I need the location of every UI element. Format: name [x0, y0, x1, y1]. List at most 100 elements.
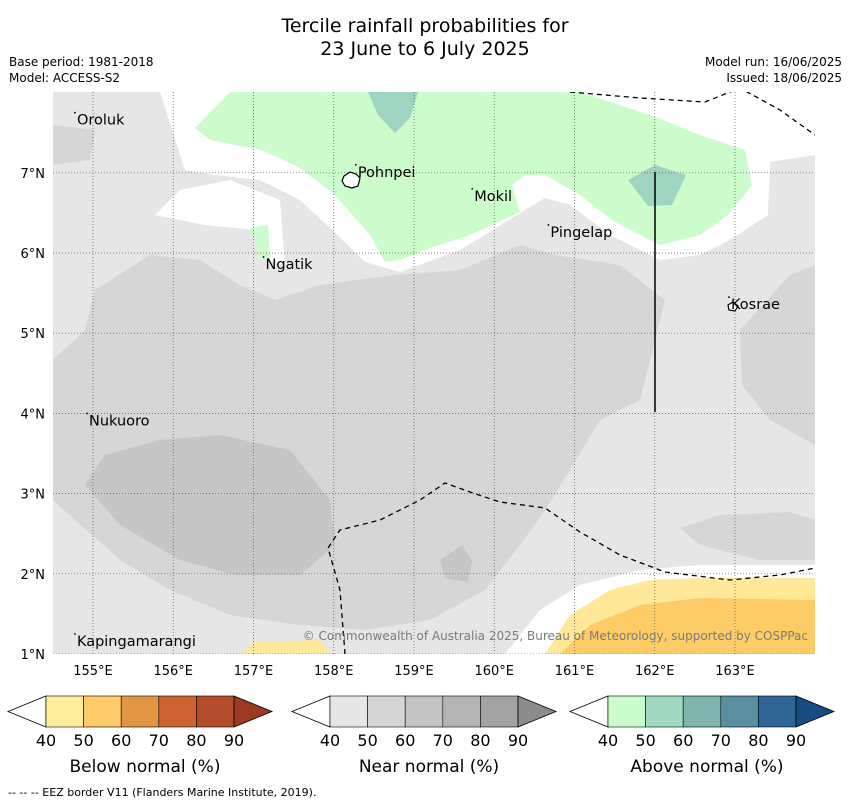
lat-tick-label: 1°N: [21, 648, 46, 663]
base-period: Base period: 1981-2018: [9, 55, 154, 69]
colorbar-extend-low: [568, 695, 609, 728]
eez-border-north: [569, 92, 815, 136]
place-marker: [262, 256, 265, 258]
title-line-2: 23 June to 6 July 2025: [320, 38, 530, 60]
lat-tick-label: 4°N: [21, 407, 46, 422]
colorbar-extend-high: [517, 695, 558, 728]
eez-footnote: -- -- -- EEZ border V11 (Flanders Marine…: [8, 786, 317, 799]
near-normal-50-area: [53, 125, 95, 165]
colorbar-segment: [120, 695, 160, 728]
place-label: Ngatik: [266, 257, 314, 273]
near-normal-50-southeast: [680, 512, 815, 560]
lat-tick-label: 3°N: [21, 488, 46, 503]
lat-tick-label: 6°N: [21, 247, 46, 262]
colorbar-segment: [329, 695, 368, 728]
colorbar-tick-label: 80: [186, 731, 206, 750]
colorbar-tick-label: 40: [36, 731, 56, 750]
title-line-1: Tercile rainfall probabilities for: [281, 15, 569, 37]
near-normal-50-east: [740, 265, 815, 445]
colorbar-segment: [83, 695, 122, 728]
colorbar-tick-label: 70: [433, 731, 453, 750]
colorbar-segment: [645, 695, 684, 728]
near-normal-60-spot: [440, 545, 472, 582]
lon-tick-label: 162°E: [635, 664, 675, 679]
place-label: Mokil: [474, 189, 512, 205]
near-normal-60-area: [85, 435, 335, 575]
place-labels: Oroluk Pohnpei Mokil Pingelap Ngatik Kosrae Nu…: [74, 111, 780, 650]
issued-date: Issued: 18/06/2025: [726, 71, 842, 85]
meta-right: Model run: 16/06/2025 Issued: 18/06/2025: [705, 54, 842, 86]
place-marker: [86, 412, 88, 415]
map-panel: Oroluk Pohnpei Mokil Pingelap Ngatik Kosrae Nu…: [53, 92, 815, 654]
colorbar-segment: [720, 695, 759, 728]
lon-tick-label: 160°E: [474, 664, 514, 679]
place-marker: [354, 163, 357, 166]
lon-tick-label: 163°E: [715, 664, 755, 679]
colorbar-segment: [682, 695, 722, 728]
colorbar-tick-label: 70: [711, 731, 731, 750]
place-marker: [728, 296, 730, 299]
model-run: Model run: 16/06/2025: [704, 55, 842, 69]
colorbar-tick-label: 80: [748, 731, 768, 750]
colorbar-extend-high: [795, 695, 836, 728]
place-marker: [74, 111, 76, 114]
colorbar-label: Below normal (%): [70, 757, 221, 777]
place-marker: [547, 224, 550, 226]
map-figure: Oroluk Pohnpei Mokil Pingelap Ngatik Kosrae Nu…: [6, 92, 836, 777]
place-label: Kapingamarangi: [77, 634, 196, 650]
place-label: Oroluk: [77, 113, 125, 129]
colorbar-tick-label: 40: [598, 731, 618, 750]
grid-lines: [53, 92, 815, 654]
lat-tick-label: 2°N: [21, 568, 46, 583]
lat-tick-label: 7°N: [21, 167, 46, 182]
above-normal-40-west: [250, 225, 270, 262]
copyright-text: © Commonwealth of Australia 2025, Bureau…: [303, 629, 808, 643]
place-label: Pohnpei: [358, 165, 416, 181]
lon-tick-label: 161°E: [555, 664, 595, 679]
place-marker: [74, 633, 76, 635]
colorbar-extend-low: [290, 695, 331, 728]
place-label: Nukuoro: [89, 413, 150, 429]
pohnpei-island: [341, 171, 361, 189]
above-normal-50-east: [628, 165, 686, 206]
colorbar-tick-label: 60: [395, 731, 415, 750]
below-normal-40-southwest: [240, 640, 330, 654]
colorbar-tick-label: 50: [635, 731, 655, 750]
colorbar-near: 40 50 60 70 80 90 Near normal (%): [290, 695, 558, 777]
colorbar-tick-label: 90: [224, 731, 244, 750]
above-normal-50-north: [368, 92, 418, 133]
colorbar-tick-label: 60: [673, 731, 693, 750]
colorbar-label: Above normal (%): [630, 757, 783, 777]
colorbar-segment: [45, 695, 84, 728]
colorbar-tick-label: 50: [357, 731, 377, 750]
colorbar-segment: [607, 695, 646, 728]
lat-tick-label: 5°N: [21, 327, 46, 342]
colorbar-tick-label: 80: [470, 731, 490, 750]
colorbar-segment: [367, 695, 406, 728]
colorbar-segment: [442, 695, 481, 728]
place-label: Kosrae: [731, 297, 780, 313]
eez-border-south: [327, 482, 815, 654]
lon-tick-label: 158°E: [314, 664, 354, 679]
colorbar-extend-high: [233, 695, 274, 728]
colorbar-segment: [158, 695, 197, 728]
colorbar-tick-label: 90: [508, 731, 528, 750]
colorbar-segment: [758, 695, 797, 728]
lon-tick-label: 159°E: [394, 664, 434, 679]
colorbar-segment: [480, 695, 519, 728]
above-normal-40-area: [195, 92, 752, 262]
below-normal-50-area: [560, 598, 815, 654]
lon-tick-label: 155°E: [73, 664, 113, 679]
lon-tick-label: 156°E: [153, 664, 193, 679]
model-name: Model: ACCESS-S2: [9, 71, 121, 85]
axis-ticks: 155°E 156°E 157°E 158°E 159°E 160°E 161°E 162°E…: [21, 167, 755, 679]
no-signal-island-west: [155, 180, 285, 265]
colorbar-tick-label: 90: [786, 731, 806, 750]
place-marker: [471, 187, 474, 190]
colorbar-tick-label: 50: [73, 731, 93, 750]
colorbar-segment: [404, 695, 444, 728]
colorbar-tick-label: 60: [111, 731, 131, 750]
